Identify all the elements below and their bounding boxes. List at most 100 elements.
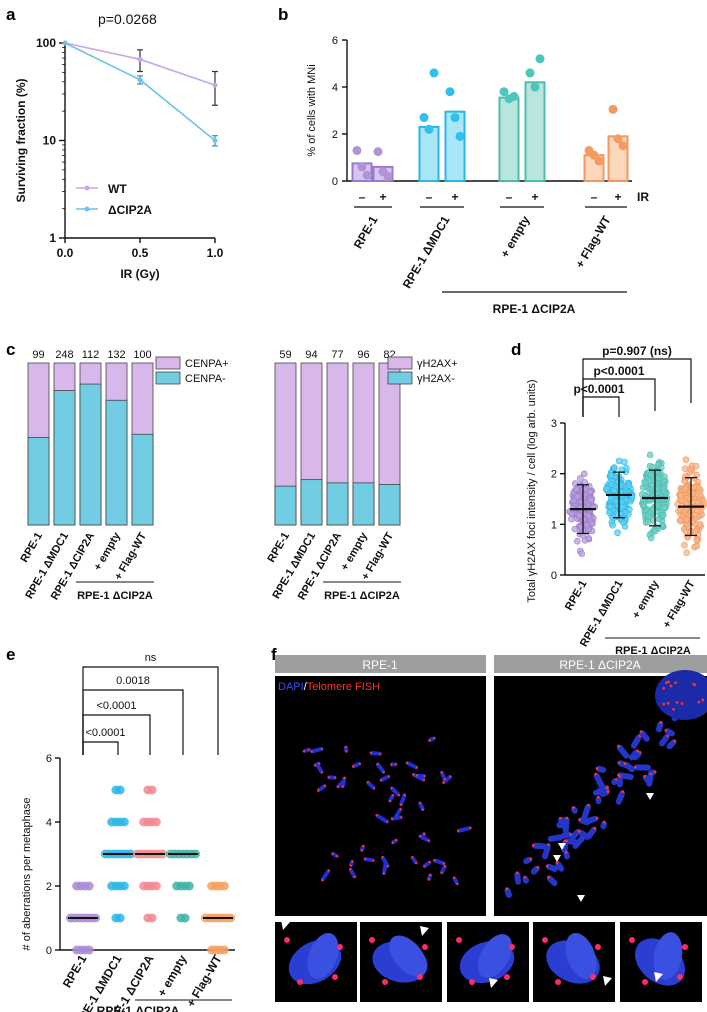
chromosome-rpe1	[423, 860, 432, 868]
chromosome-body	[616, 775, 623, 788]
d-data-point	[681, 473, 689, 480]
chromosome-cip2a	[600, 820, 607, 830]
d-data-point	[640, 501, 648, 509]
chromosome-body	[310, 747, 324, 754]
chromosome-body	[369, 751, 382, 756]
c0-legend-label: CENPA+	[185, 358, 229, 370]
chromosome-body	[457, 826, 472, 833]
telomere-dot	[595, 767, 599, 770]
c0-legend-swatch	[155, 371, 181, 385]
chromosome-rpe1	[366, 780, 376, 790]
d-data-point	[625, 482, 633, 489]
panel-label-b: b	[278, 5, 288, 24]
telomere-dot	[382, 979, 388, 985]
chromosome-body	[646, 773, 654, 787]
telomere-dot	[388, 799, 392, 803]
telomere-dot	[321, 878, 324, 882]
telomere-dot	[318, 762, 321, 765]
d-data-point	[615, 457, 623, 465]
chromosome-cip2a	[546, 875, 558, 887]
e-comp-label: 0.0018	[116, 675, 150, 687]
telomere-dot	[375, 814, 378, 817]
chromosome-rpe1	[331, 852, 339, 858]
chromosome-rpe1	[375, 813, 389, 824]
e-data-point	[84, 945, 94, 955]
b-data-point	[608, 104, 618, 114]
d-data-point	[619, 503, 626, 511]
c0-category-label: RPE-1	[19, 531, 46, 565]
telomere-dot	[427, 839, 431, 843]
d-comp-0	[582, 396, 620, 417]
e-data-point	[115, 785, 125, 795]
chromosome-body	[562, 817, 570, 834]
d-data-point	[574, 537, 581, 545]
telomere-dot	[666, 701, 670, 705]
panel-b: b 0 2 4 6% of cells with MNi – + – + – + – + IR RPE-1…	[272, 0, 707, 325]
telomere-dot	[443, 864, 447, 868]
telomere-dot	[469, 826, 472, 830]
chromosome-cip2a	[545, 863, 558, 872]
chromosome-body	[327, 775, 337, 780]
a-point-1	[62, 40, 68, 46]
telomere-dot	[547, 875, 550, 879]
telomere-dot	[682, 944, 688, 950]
telomere-dot	[594, 772, 598, 776]
chromosome-cip2a	[646, 772, 654, 787]
chromosome-rpe1	[440, 770, 447, 781]
telomere-dot	[343, 776, 346, 779]
d-comp-2	[582, 358, 692, 417]
e-ytick-label: 2	[46, 881, 52, 893]
d-data-point	[609, 521, 616, 529]
c1-legend-swatch	[387, 371, 413, 385]
chromosome-body	[514, 871, 522, 885]
chromosome-cip2a	[504, 887, 513, 898]
e-bracket-label: RPE-1 ΔCIP2A	[97, 1004, 180, 1012]
d-data-point	[675, 507, 682, 515]
chromosome-body	[390, 786, 401, 797]
e-comp-label: ns	[145, 652, 157, 664]
c0-count-label: 248	[55, 349, 73, 361]
d-data-point	[576, 475, 584, 482]
chromosome-cip2a	[578, 817, 591, 826]
inset-chromosome	[565, 932, 597, 980]
chromosome-body	[433, 858, 446, 866]
telomere-dot	[545, 864, 549, 868]
panel-a: a p=0.0268 1 10 100 0.0 0.5 1.0 IR (Gy) Survivi…	[0, 0, 240, 300]
telomere-dot	[440, 770, 443, 774]
chromosome-body	[628, 749, 640, 761]
chromosome-rpe1	[390, 815, 403, 821]
e-category-label: RPE-1	[60, 952, 90, 990]
telomere-dot	[379, 779, 383, 782]
e-data-point	[119, 881, 129, 891]
a-point-1	[137, 77, 143, 83]
e-comp-label: <0.0001	[96, 700, 136, 712]
chromosome-body	[547, 834, 564, 842]
telomere-dot	[595, 816, 599, 820]
telomere-dot	[429, 873, 432, 876]
a-point-0	[137, 56, 143, 62]
c1-category-label: RPE-1	[266, 531, 293, 565]
b-data-point	[535, 54, 545, 64]
chromosome-cip2a	[563, 851, 571, 860]
telomere-dot	[456, 829, 460, 833]
telomere-dot	[452, 876, 456, 879]
telomere-dot	[320, 747, 324, 751]
chromosome-cip2a	[639, 730, 650, 742]
d-data-point	[572, 485, 580, 493]
chromosome-cip2a	[523, 856, 533, 865]
e-data-point	[147, 913, 157, 923]
chromosome-cip2a	[595, 795, 602, 805]
telomere-dot	[629, 937, 635, 943]
chromosome-cip2a	[577, 829, 590, 840]
telomere-dot	[415, 774, 419, 777]
d-data-point	[574, 493, 581, 501]
h2ax-scatter-chart: d 0 1 2 3 Total γH2AX foci intensity / cell …	[511, 340, 707, 657]
chromosome-cip2a	[595, 765, 607, 773]
e-data-point	[151, 817, 161, 827]
d-data-point	[682, 516, 690, 523]
telomere-dot	[382, 872, 385, 875]
chromosome-rpe1	[348, 867, 357, 879]
telomere-dot	[390, 763, 393, 766]
c1-bar-neg-1	[300, 479, 323, 526]
